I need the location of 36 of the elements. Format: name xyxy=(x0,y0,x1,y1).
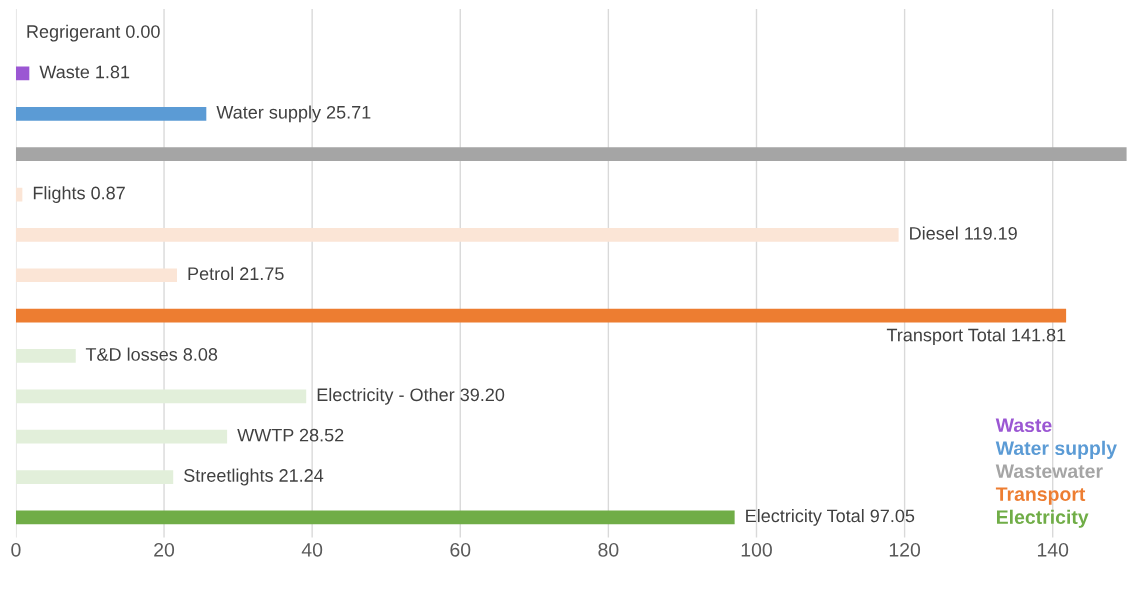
text: Electricity - Other 39.20 xyxy=(317,387,505,405)
x-tick-label: 120 xyxy=(889,542,921,557)
bar xyxy=(15,228,899,242)
text: Waste 1.81 xyxy=(39,65,130,79)
text: Waste xyxy=(995,418,1052,433)
bar xyxy=(15,349,76,363)
bar xyxy=(15,389,307,404)
text: Transport Total 141.81 xyxy=(886,328,1066,346)
x-tick-label: 20 xyxy=(154,542,175,557)
x-tick-label: 60 xyxy=(450,542,471,557)
text: Flights 0.87 xyxy=(33,186,125,203)
text: Diesel 119.19 xyxy=(910,226,1017,240)
x-tick-label: 80 xyxy=(598,542,619,557)
text: T&D losses 8.08 xyxy=(85,347,218,361)
bar xyxy=(15,66,30,81)
text: Transport xyxy=(995,487,1086,505)
text: Regrigerant 0.00 xyxy=(27,24,160,42)
bar xyxy=(15,308,1067,323)
text: Petrol 21.75 xyxy=(188,266,284,281)
x-tick-label: 140 xyxy=(1037,542,1069,557)
bar xyxy=(15,429,228,444)
text: Streetlights 21.24 xyxy=(184,468,324,486)
text: Wastewater xyxy=(995,464,1103,479)
text: Electricity xyxy=(996,509,1089,528)
bar xyxy=(15,268,177,283)
x-tick-label: 40 xyxy=(301,542,323,557)
text: Electricity Total 97.05 xyxy=(746,508,915,526)
text: Water supply 25.71 xyxy=(216,105,371,123)
x-tick-label: 100 xyxy=(741,542,772,557)
text: Water supply xyxy=(995,440,1117,459)
x-tick-label: 0 xyxy=(11,542,21,557)
bar xyxy=(15,147,1127,162)
bar xyxy=(15,106,207,121)
bar xyxy=(15,510,735,525)
text: WWTP 28.52 xyxy=(237,428,344,442)
bar xyxy=(15,470,174,484)
